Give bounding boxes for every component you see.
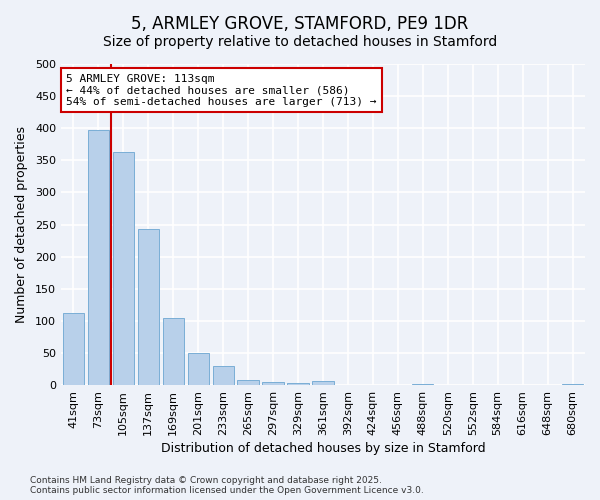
- Bar: [313, 381, 334, 385]
- Bar: [262, 382, 284, 385]
- Text: 5 ARMLEY GROVE: 113sqm
← 44% of detached houses are smaller (586)
54% of semi-de: 5 ARMLEY GROVE: 113sqm ← 44% of detached…: [66, 74, 377, 107]
- Text: 5, ARMLEY GROVE, STAMFORD, PE9 1DR: 5, ARMLEY GROVE, STAMFORD, PE9 1DR: [131, 15, 469, 33]
- Text: Size of property relative to detached houses in Stamford: Size of property relative to detached ho…: [103, 35, 497, 49]
- Bar: [88, 130, 109, 385]
- Bar: [113, 152, 134, 385]
- Bar: [212, 366, 234, 385]
- Y-axis label: Number of detached properties: Number of detached properties: [15, 126, 28, 323]
- Bar: [63, 312, 84, 385]
- Bar: [188, 353, 209, 385]
- Bar: [287, 383, 308, 385]
- Text: Contains HM Land Registry data © Crown copyright and database right 2025.
Contai: Contains HM Land Registry data © Crown c…: [30, 476, 424, 495]
- Bar: [163, 318, 184, 385]
- Bar: [238, 380, 259, 385]
- Bar: [412, 384, 433, 385]
- Bar: [562, 384, 583, 385]
- X-axis label: Distribution of detached houses by size in Stamford: Distribution of detached houses by size …: [161, 442, 485, 455]
- Bar: [137, 229, 159, 385]
